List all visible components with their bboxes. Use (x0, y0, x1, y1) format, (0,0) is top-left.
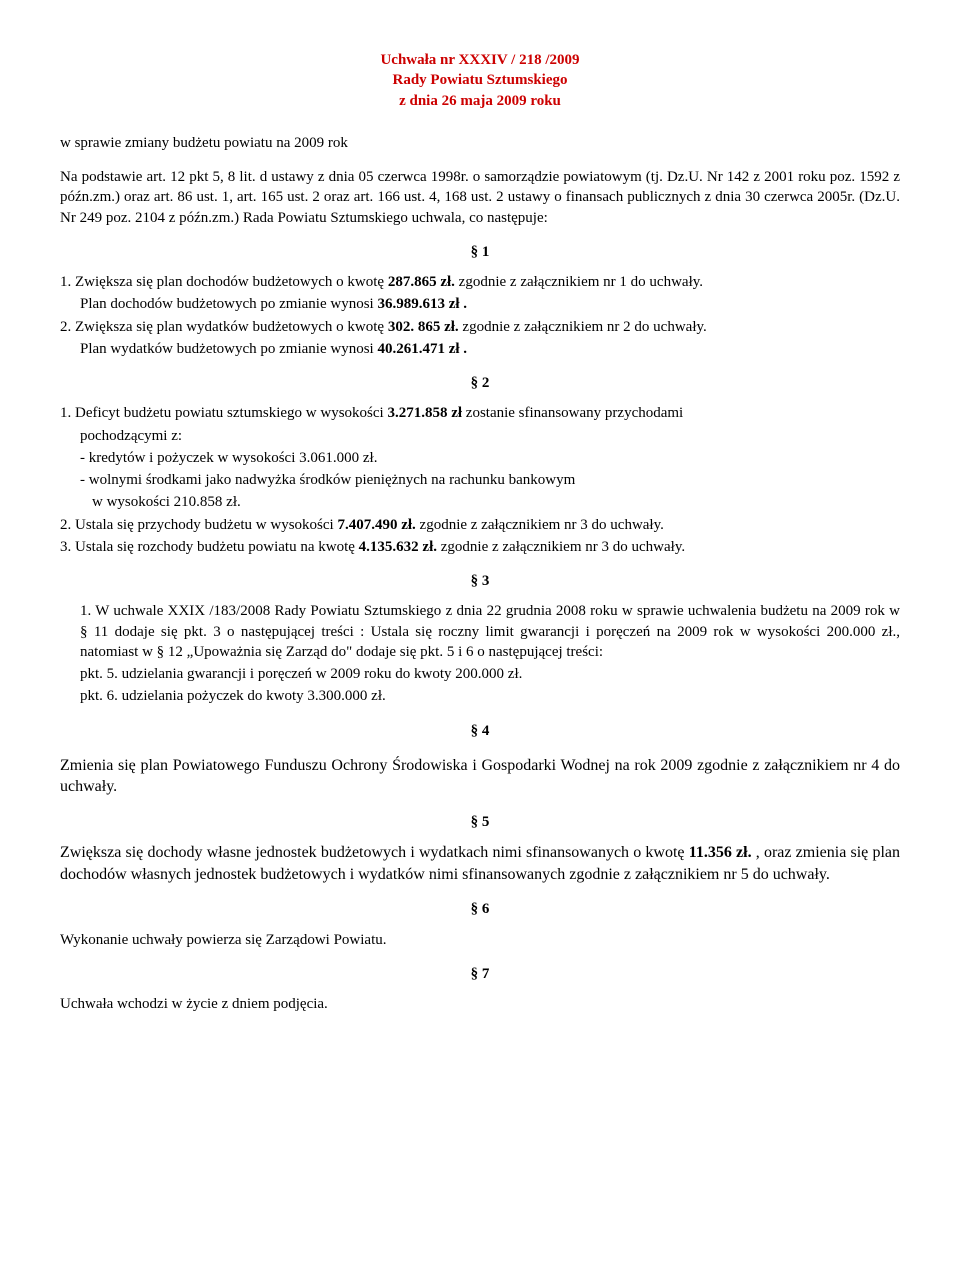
s1-item-2b-amount: 40.261.471 zł . (377, 341, 467, 357)
legal-basis: Na podstawie art. 12 pkt 5, 8 lit. d ust… (60, 167, 900, 228)
s1-item-1a: 1. Zwiększa się plan dochodów budżetowyc… (60, 272, 900, 292)
s2-item-1-tail: pochodzącymi z: (60, 426, 900, 446)
s1-item-2a-amount: 302. 865 zł. (388, 319, 459, 335)
s1-item-2b: Plan wydatków budżetowych po zmianie wyn… (60, 339, 900, 359)
section-5-body: Zwiększa się dochody własne jednostek bu… (60, 842, 900, 885)
s2-item-1-mid: zostanie sfinansowany przychodami (462, 405, 683, 421)
section-4-body: Zmienia się plan Powiatowego Funduszu Oc… (60, 755, 900, 798)
s1-item-1a-tail: zgodnie z załącznikiem nr 1 do uchwały. (455, 274, 703, 290)
s1-item-1b-pre: Plan dochodów budżetowych po zmianie wyn… (80, 296, 377, 312)
section-4-mark: § 4 (60, 721, 900, 741)
s5-pre: Zwiększa się dochody własne jednostek bu… (60, 844, 689, 861)
s2-item-3-pre: 3. Ustala się rozchody budżetu powiatu n… (60, 539, 359, 555)
s1-item-2a: 2. Zwiększa się plan wydatków budżetowyc… (60, 317, 900, 337)
s1-item-1a-pre: 1. Zwiększa się plan dochodów budżetowyc… (60, 274, 388, 290)
header-line-1: Uchwała nr XXXIV / 218 /2009 (60, 50, 900, 70)
section-6-mark: § 6 (60, 899, 900, 919)
s1-item-1b: Plan dochodów budżetowych po zmianie wyn… (60, 294, 900, 314)
s3-body: 1. W uchwale XXIX /183/2008 Rady Powiatu… (60, 601, 900, 662)
s2-item-3-tail: zgodnie z załącznikiem nr 3 do uchwały. (437, 539, 685, 555)
document-header: Uchwała nr XXXIV / 218 /2009Rady Powiatu… (60, 50, 900, 111)
s2-dash-1: kredytów i pożyczek w wysokości 3.061.00… (60, 448, 900, 468)
s2-dash-2a: wolnymi środkami jako nadwyżka środków p… (60, 470, 900, 490)
s2-item-3: 3. Ustala się rozchody budżetu powiatu n… (60, 537, 900, 557)
s3-pkt5: pkt. 5. udzielania gwarancji i poręczeń … (60, 664, 900, 684)
section-6-body: Wykonanie uchwały powierza się Zarządowi… (60, 930, 900, 950)
section-7-body: Uchwała wchodzi w życie z dniem podjęcia… (60, 994, 900, 1014)
s2-item-2-tail: zgodnie z załącznikiem nr 3 do uchwały. (416, 517, 664, 533)
section-3-body: 1. W uchwale XXIX /183/2008 Rady Powiatu… (60, 601, 900, 741)
header-line-2: Rady Powiatu Sztumskiego (60, 70, 900, 90)
section-1-body: 1. Zwiększa się plan dochodów budżetowyc… (60, 272, 900, 359)
s2-dash-1-text: kredytów i pożyczek w wysokości 3.061.00… (89, 450, 378, 466)
s1-item-2a-tail: zgodnie z załącznikiem nr 2 do uchwały. (459, 319, 707, 335)
section-1-mark: § 1 (60, 242, 900, 262)
subject-line: w sprawie zmiany budżetu powiatu na 2009… (60, 133, 900, 153)
s2-item-2: 2. Ustala się przychody budżetu w wysoko… (60, 515, 900, 535)
s1-item-2a-pre: 2. Zwiększa się plan wydatków budżetowyc… (60, 319, 388, 335)
s1-item-2b-pre: Plan wydatków budżetowych po zmianie wyn… (80, 341, 377, 357)
s5-amount: 11.356 zł. (689, 844, 752, 861)
s2-dash-2b: w wysokości 210.858 zł. (60, 492, 900, 512)
s2-item-1-pre: 1. Deficyt budżetu powiatu sztumskiego w… (60, 405, 387, 421)
s2-item-1: 1. Deficyt budżetu powiatu sztumskiego w… (60, 403, 900, 423)
s1-item-1b-amount: 36.989.613 zł . (377, 296, 467, 312)
section-5-mark: § 5 (60, 812, 900, 832)
s2-item-3-amount: 4.135.632 zł. (359, 539, 437, 555)
section-7-mark: § 7 (60, 964, 900, 984)
section-3-mark: § 3 (60, 571, 900, 591)
s2-dash-2a-text: wolnymi środkami jako nadwyżka środków p… (89, 472, 576, 488)
section-2-mark: § 2 (60, 373, 900, 393)
s3-pkt6: pkt. 6. udzielania pożyczek do kwoty 3.3… (60, 686, 900, 706)
s2-item-2-pre: 2. Ustala się przychody budżetu w wysoko… (60, 517, 337, 533)
section-2-body: 1. Deficyt budżetu powiatu sztumskiego w… (60, 403, 900, 557)
header-line-3: z dnia 26 maja 2009 roku (60, 91, 900, 111)
s2-item-2-amount: 7.407.490 zł. (337, 517, 415, 533)
s1-item-1a-amount: 287.865 zł. (388, 274, 455, 290)
s2-item-1-amount: 3.271.858 zł (387, 405, 462, 421)
